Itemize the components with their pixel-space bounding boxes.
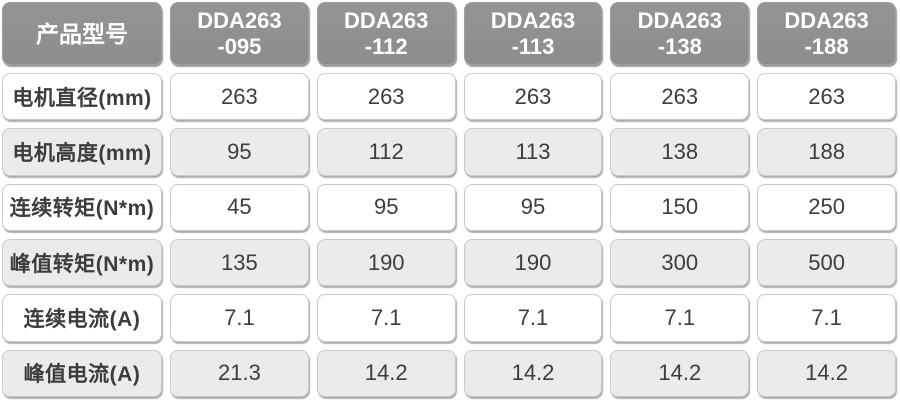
header-model-dda263-188: DDA263 -188 [757, 2, 896, 65]
value-cell: 7.1 [610, 294, 750, 342]
value-cell: 188 [757, 128, 896, 176]
row-label: 峰值电流(A) [2, 349, 162, 397]
value-cell: 263 [170, 73, 309, 121]
row-label: 连续电流(A) [2, 294, 162, 342]
value-cell: 150 [610, 183, 750, 231]
model-name-line2: -188 [804, 33, 849, 59]
value-cell: 190 [463, 238, 603, 287]
value-cell: 14.2 [610, 349, 750, 397]
value-cell: 14.2 [463, 349, 603, 397]
value-cell: 263 [316, 73, 456, 121]
value-cell: 250 [757, 183, 896, 231]
model-name-line2: -138 [657, 33, 702, 59]
value-cell: 263 [610, 73, 750, 121]
value-cell: 7.1 [463, 294, 603, 342]
model-name-line1: DDA263 [344, 7, 429, 33]
header-model-dda263-113: DDA263 -113 [463, 2, 603, 65]
value-cell: 7.1 [170, 294, 309, 342]
value-cell: 21.3 [170, 349, 309, 397]
header-model-dda263-112: DDA263 -112 [316, 2, 456, 65]
header-model-dda263-095: DDA263 -095 [170, 2, 309, 65]
value-cell: 263 [757, 73, 896, 121]
row-label: 峰值转矩(N*m) [2, 238, 162, 287]
value-cell: 190 [316, 238, 456, 287]
model-name-line2: -112 [364, 33, 408, 59]
row-label: 连续转矩(N*m) [2, 183, 162, 231]
value-cell: 113 [463, 128, 603, 176]
model-name-line1: DDA263 [637, 7, 722, 33]
model-name-line1: DDA263 [784, 7, 869, 33]
value-cell: 7.1 [316, 294, 456, 342]
value-cell: 112 [316, 128, 456, 176]
row-label: 电机高度(mm) [2, 128, 162, 176]
model-name-line1: DDA263 [197, 7, 282, 33]
value-cell: 45 [170, 183, 309, 231]
value-cell: 95 [316, 183, 456, 231]
value-cell: 500 [757, 238, 896, 287]
value-cell: 300 [610, 238, 750, 287]
model-name-line2: -095 [217, 33, 262, 59]
value-cell: 135 [170, 238, 309, 287]
value-cell: 14.2 [757, 349, 896, 397]
value-cell: 263 [463, 73, 603, 121]
value-cell: 138 [610, 128, 750, 176]
value-cell: 95 [463, 183, 603, 231]
value-cell: 7.1 [757, 294, 896, 342]
header-product-model: 产品型号 [2, 2, 162, 65]
model-name-line2: -113 [511, 33, 555, 59]
model-name-line1: DDA263 [490, 7, 576, 33]
value-cell: 14.2 [316, 349, 456, 397]
value-cell: 95 [170, 128, 309, 176]
row-label: 电机直径(mm) [2, 73, 162, 121]
header-model-dda263-138: DDA263 -138 [610, 2, 750, 65]
